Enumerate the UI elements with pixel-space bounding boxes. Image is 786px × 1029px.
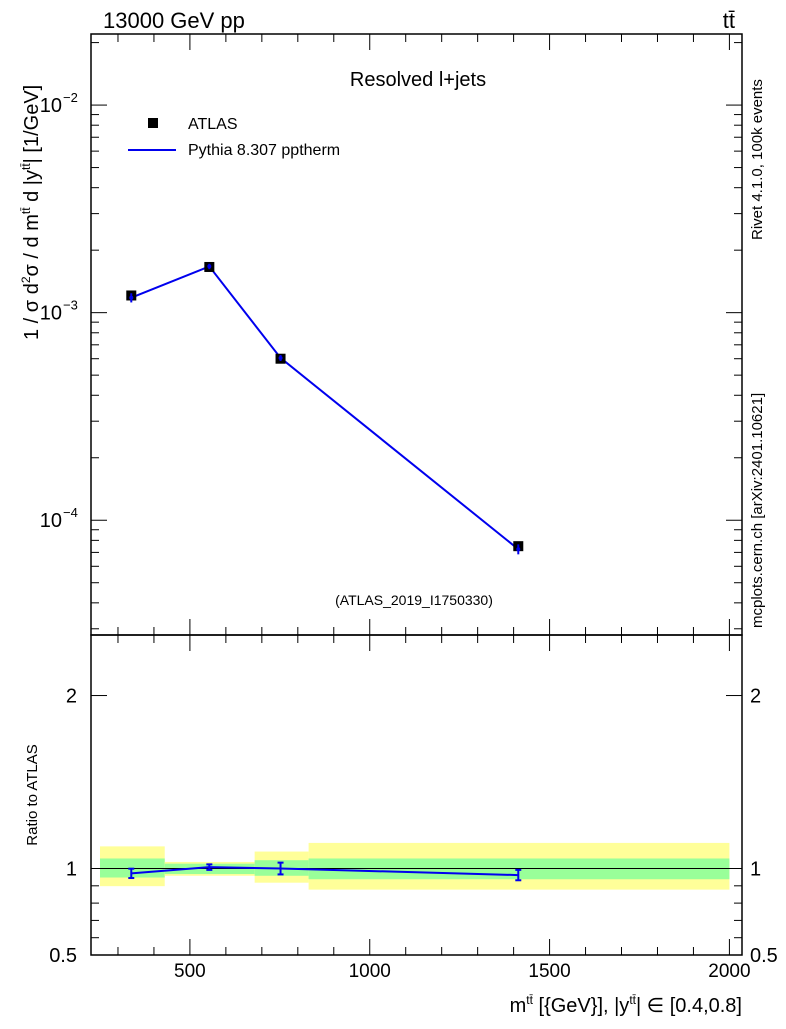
main-panel: Resolved l+jets (ATLAS_2019_I1750330) AT… xyxy=(19,33,743,636)
svg-text:mtt̄ [{GeV}], |ytt̄| ∈ [0.4,0.: mtt̄ [{GeV}], |ytt̄| ∈ [0.4,0.8] xyxy=(510,993,742,1017)
mc-point xyxy=(129,295,134,300)
main-y-axis-label: 1 / σ d2σ / d mtt̄ d |ytt̄| [1/GeV] xyxy=(19,85,43,340)
x-tick-label: 1000 xyxy=(349,961,391,982)
main-y-tick-labels: 10−410−310−2 xyxy=(40,90,78,532)
x-axis-label: mtt̄ [{GeV}], |ytt̄| ∈ [0.4,0.8] xyxy=(510,993,742,1017)
main-y-tick-label: 10 xyxy=(40,510,62,532)
mc-point xyxy=(516,547,521,552)
ratio-y-tick-label-right: 0.5 xyxy=(750,945,778,967)
x-tick-label: 1500 xyxy=(528,961,570,982)
ratio-y-tick-label-left: 2 xyxy=(66,686,77,708)
legend-atlas-marker xyxy=(148,118,158,128)
ratio-bands xyxy=(99,842,730,890)
ratio-mc-line xyxy=(131,866,519,877)
ratio-x-ticks xyxy=(117,635,730,955)
main-y-tick-label: 10 xyxy=(40,303,62,325)
header-energy-label: 13000 GeV pp xyxy=(103,8,245,33)
x-tick-label: 2000 xyxy=(708,961,750,982)
ratio-y-tick-label-right: 1 xyxy=(750,859,761,881)
main-y-tick-label: 10 xyxy=(40,95,62,117)
ratio-y-tick-label-right: 2 xyxy=(750,686,761,708)
main-title: Resolved l+jets xyxy=(350,69,486,91)
mcplots-label: mcplots.cern.ch [arXiv:2401.10621] xyxy=(749,393,766,628)
ratio-plot-frame xyxy=(90,634,743,956)
analysis-watermark: (ATLAS_2019_I1750330) xyxy=(335,592,493,608)
x-tick-label: 500 xyxy=(174,961,206,982)
ratio-x-tick-labels: 500 1000 1500 2000 xyxy=(174,961,750,982)
main-y-tick-exponent: −4 xyxy=(63,505,78,520)
legend: ATLAS Pythia 8.307 pptherm xyxy=(128,116,340,159)
ratio-y-tick-label-left: 0.5 xyxy=(49,945,77,967)
main-x-ticks xyxy=(117,34,730,635)
ratio-y-tick-label-left: 1 xyxy=(66,859,77,881)
main-y-ticks xyxy=(91,42,742,630)
main-y-tick-exponent: −3 xyxy=(63,298,78,313)
rivet-version-label: Rivet 4.1.0, 100k events xyxy=(749,79,766,240)
main-y-tick-exponent: −2 xyxy=(63,90,78,105)
legend-atlas-label: ATLAS xyxy=(188,116,238,133)
header-process-label: tt̄ xyxy=(723,8,735,33)
mc-series-line xyxy=(130,265,519,551)
ratio-panel: 0.5 0.5 1 1 2 2 500 1000 1500 2000 Ratio to ATLA… xyxy=(24,634,778,982)
ratio-y-ticks xyxy=(91,695,742,956)
mc-point xyxy=(207,264,212,269)
legend-mc-label: Pythia 8.307 pptherm xyxy=(188,142,340,159)
mc-point xyxy=(278,355,283,360)
ratio-series xyxy=(128,861,522,882)
main-series xyxy=(126,261,524,555)
ratio-y-axis-label: Ratio to ATLAS xyxy=(24,744,41,845)
svg-text:1 / σ d2σ / d mtt̄ d |ytt̄| [1: 1 / σ d2σ / d mtt̄ d |ytt̄| [1/GeV] xyxy=(19,85,43,340)
ratio-y-tick-labels: 0.5 0.5 1 1 2 2 xyxy=(49,686,778,967)
